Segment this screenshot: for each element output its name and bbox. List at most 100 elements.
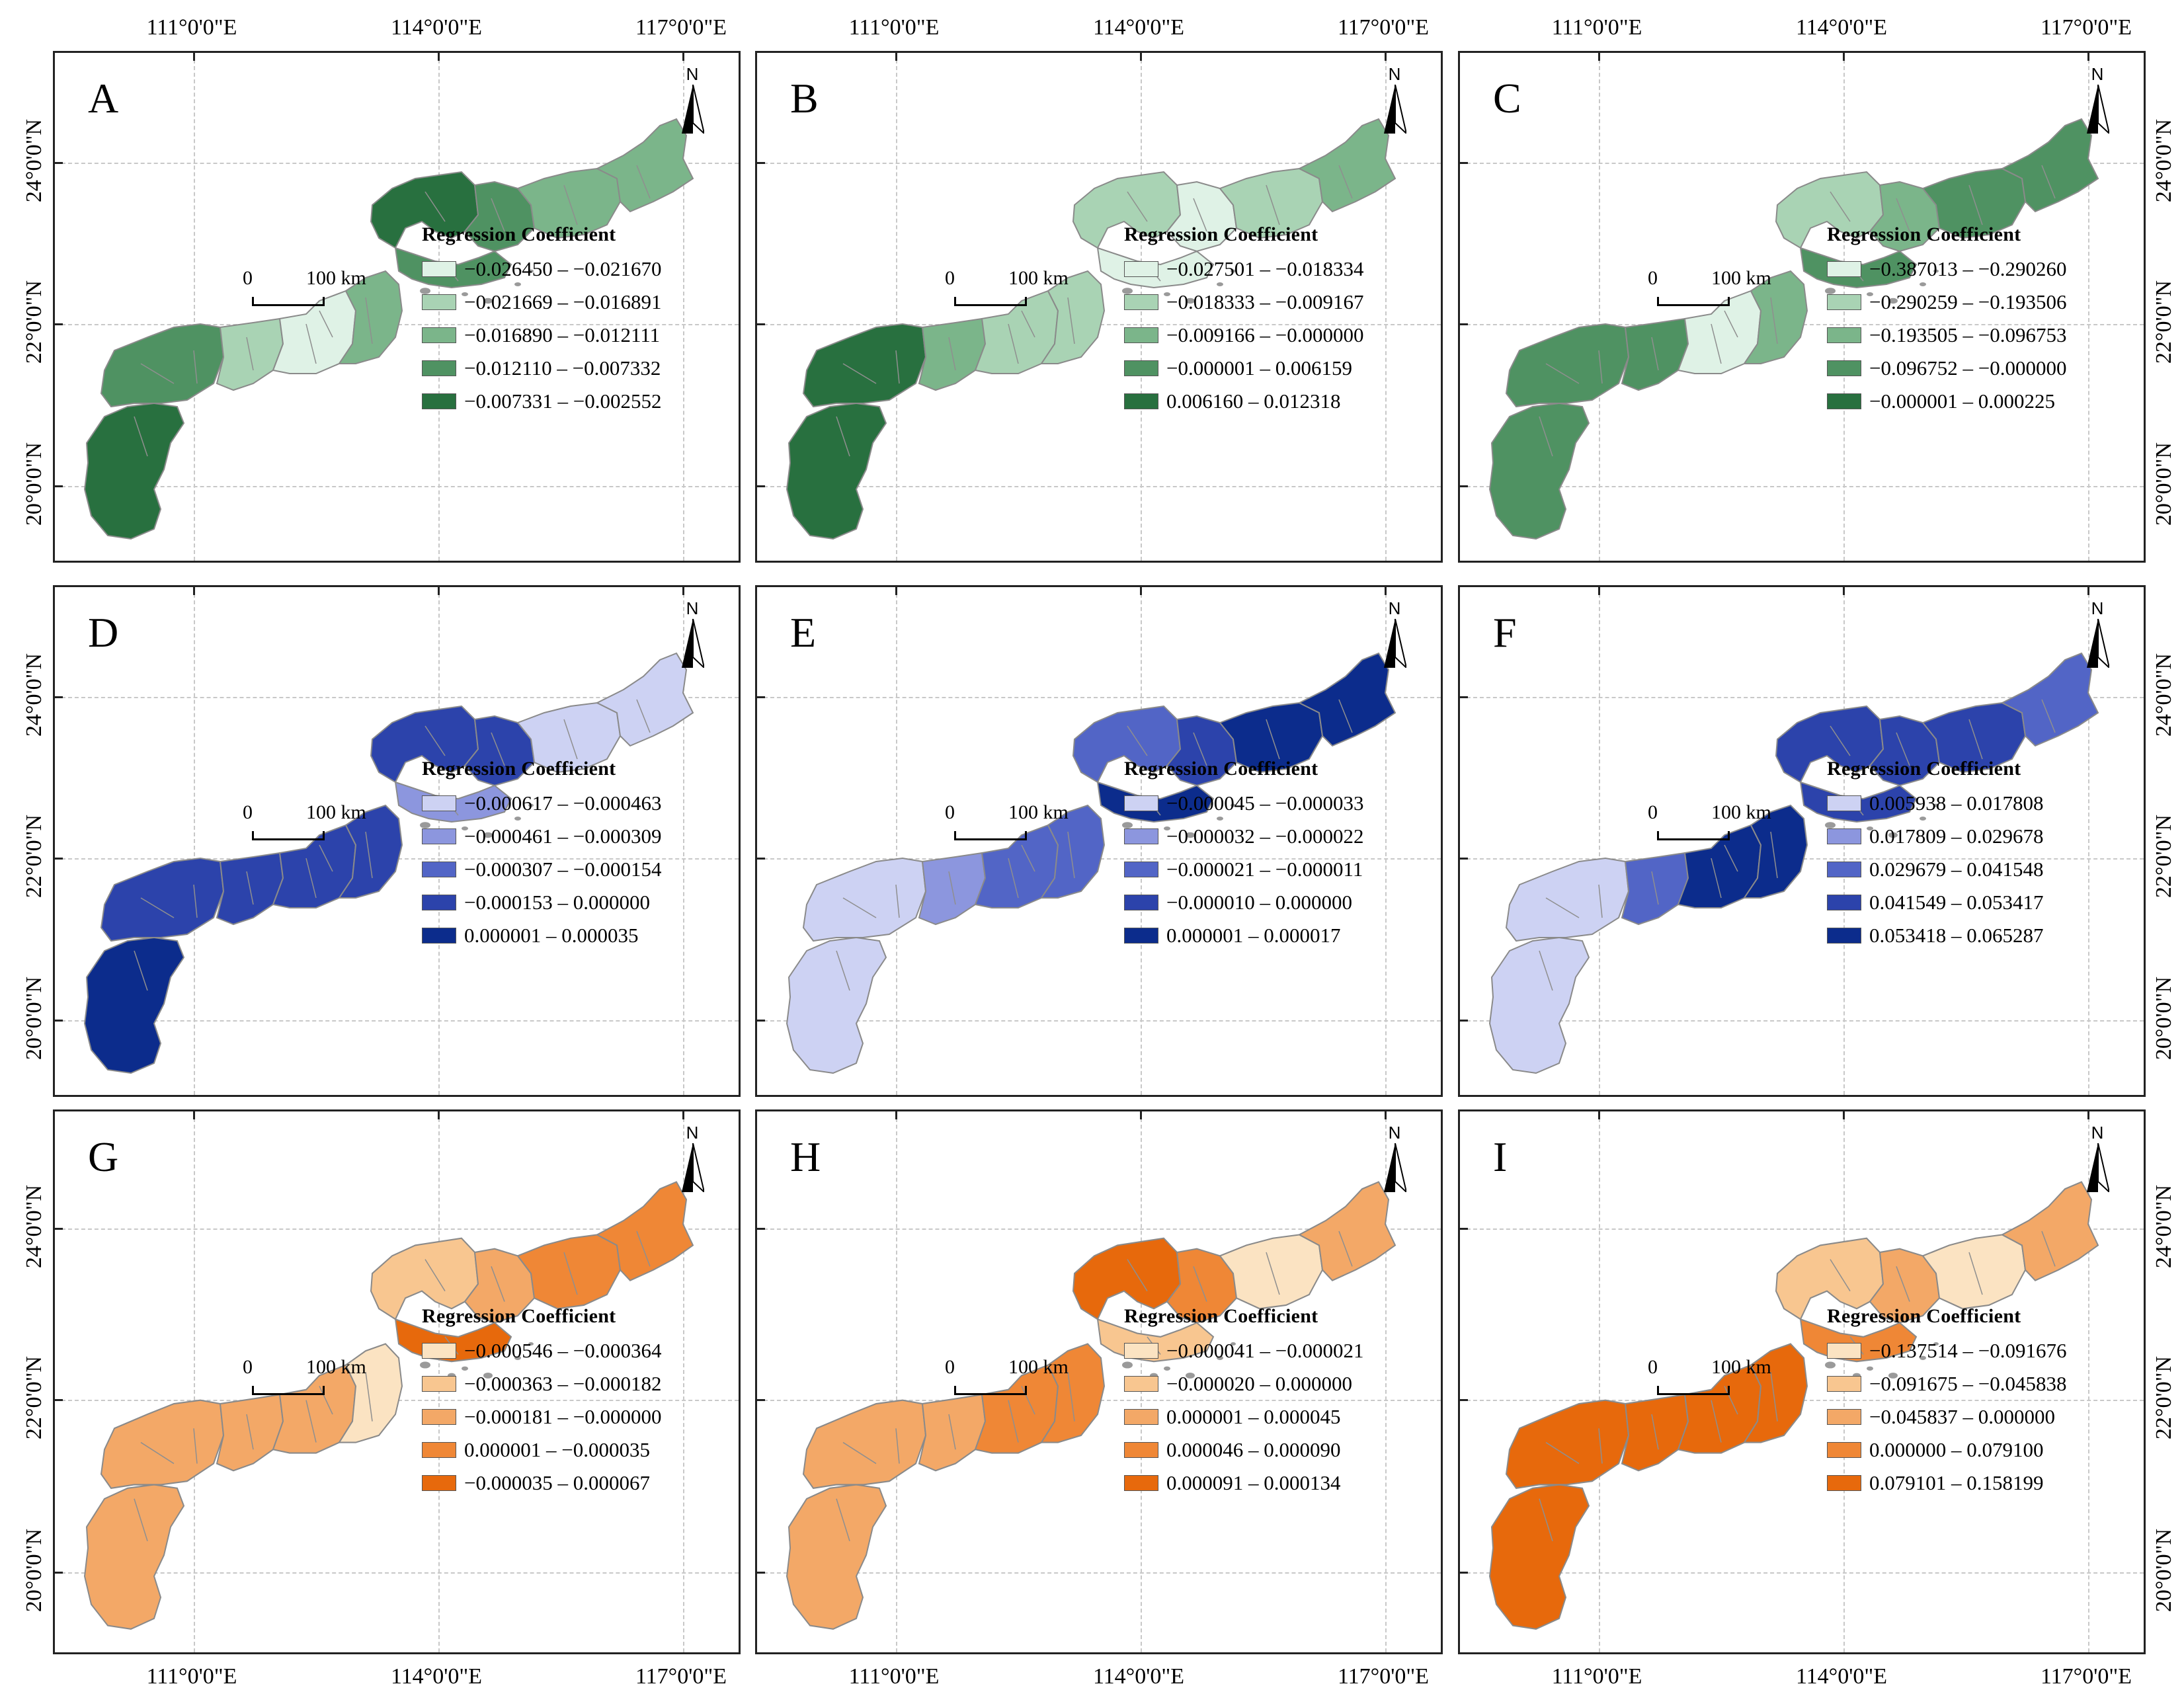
legend-label: −0.000021 – −0.000011 [1166, 858, 1363, 881]
latitude-tick [757, 1399, 765, 1401]
island [1825, 822, 1836, 828]
map-region [1743, 1343, 1808, 1443]
longitude-gridline [896, 53, 897, 561]
legend-swatch [1124, 1376, 1158, 1392]
legend-item: −0.096752 – −0.000000 [1827, 352, 2138, 385]
county-boundary [842, 1441, 877, 1465]
latitude-gridline [1460, 1228, 2144, 1230]
longitude-tick [193, 1111, 195, 1119]
longitude-gridline [896, 587, 897, 1095]
legend-item: −0.000010 – 0.000000 [1124, 886, 1435, 919]
county-boundary [1008, 1400, 1019, 1443]
legend-item: 0.079101 – 0.158199 [1827, 1467, 2138, 1500]
longitude-tick [1843, 587, 1845, 595]
latitude-gridline [757, 1572, 1441, 1574]
latitude-tick [757, 696, 765, 698]
panel-letter: D [88, 609, 119, 656]
latitude-label-right: 22°0'0"N [2152, 1355, 2176, 1440]
county-boundary [948, 337, 956, 371]
island [1888, 298, 1898, 304]
county-boundary [842, 897, 877, 918]
longitude-label-top: 111°0'0"E [1551, 15, 1642, 40]
longitude-label-bottom: 111°0'0"E [848, 1664, 940, 1689]
island [1217, 1355, 1223, 1360]
legend-title: Regression Coefficient [1827, 758, 2021, 780]
county-boundary [1711, 858, 1722, 899]
longitude-tick [1140, 1111, 1142, 1119]
legend-swatch [422, 1376, 456, 1392]
legend-label: −0.000035 – 0.000067 [464, 1471, 650, 1494]
scale-bar: 0 100 km [945, 802, 1081, 842]
longitude-gridline [1385, 53, 1387, 561]
legend-item: 0.006160 – 0.012318 [1124, 385, 1435, 418]
scale-distance-label: 100 km [306, 1356, 366, 1378]
legend-label: −0.000617 – −0.000463 [464, 791, 662, 815]
longitude-label-top: 117°0'0"E [1337, 15, 1430, 40]
latitude-label-left: 20°0'0"N [22, 442, 46, 526]
county-boundary [1830, 1259, 1851, 1292]
legend-swatch [1124, 1475, 1158, 1491]
county-boundary [1067, 297, 1075, 344]
legend-title: Regression Coefficient [1124, 758, 1318, 780]
longitude-gridline [683, 53, 684, 561]
choropleth-map [1488, 652, 2099, 1074]
legend-item: −0.026450 – −0.021670 [422, 253, 733, 286]
legend-label: 0.017809 – 0.029678 [1869, 825, 2044, 848]
panel-letter: A [88, 75, 119, 122]
legend-label: 0.079101 – 0.158199 [1869, 1471, 2044, 1494]
longitude-tick [2087, 53, 2089, 61]
north-label: N [1388, 1123, 1401, 1143]
legend-swatch [1827, 828, 1861, 844]
longitude-tick [1843, 53, 1845, 61]
latitude-tick [1460, 696, 1468, 698]
scale-distance-label: 100 km [1008, 267, 1069, 289]
county-boundary [1651, 1414, 1659, 1450]
island [420, 822, 430, 828]
scale-zero-label: 0 [1648, 1356, 1658, 1378]
map-region [1775, 705, 1884, 784]
legend-swatch [422, 393, 456, 409]
legend-swatch [1827, 360, 1861, 376]
county-boundary [1539, 950, 1553, 991]
island [1825, 288, 1836, 294]
legend-item: −0.000461 – −0.000309 [422, 820, 733, 853]
legend-swatch [1124, 928, 1158, 944]
scale-zero-label: 0 [243, 1356, 253, 1378]
county-boundary [305, 323, 317, 364]
legend-label: −0.027501 – −0.018334 [1166, 257, 1364, 280]
county-boundary [319, 1386, 333, 1415]
legend-item: −0.027501 – −0.018334 [1124, 253, 1435, 286]
longitude-tick [895, 1111, 897, 1119]
island [1122, 1361, 1133, 1369]
county-boundary [563, 184, 578, 225]
legend-item: −0.000546 – −0.000364 [422, 1334, 733, 1367]
legend-item: −0.009166 – −0.000000 [1124, 319, 1435, 352]
legend-swatch [422, 828, 456, 844]
map-region [100, 323, 225, 408]
latitude-tick [55, 1228, 63, 1230]
legend-swatch [422, 1409, 456, 1425]
island [1920, 817, 1926, 821]
county-boundary [948, 871, 956, 905]
legend-label: −0.000010 – 0.000000 [1166, 891, 1352, 914]
legend-swatch [1124, 862, 1158, 877]
county-boundary [836, 1498, 850, 1541]
island [514, 282, 521, 286]
scale-bar: 0 100 km [945, 267, 1081, 307]
legend-swatch [1827, 1376, 1861, 1392]
legend-title: Regression Coefficient [1124, 1305, 1318, 1327]
county-boundary [1338, 165, 1353, 199]
scale-bar: 0 100 km [243, 1356, 379, 1396]
longitude-gridline [2088, 1111, 2089, 1652]
longitude-tick [895, 53, 897, 61]
scale-distance-label: 100 km [1711, 801, 1771, 823]
latitude-tick [757, 485, 765, 487]
panel-letter: F [1493, 609, 1517, 656]
legend-label: −0.045837 – 0.000000 [1869, 1405, 2055, 1428]
island [514, 817, 521, 821]
map-region [1505, 1399, 1630, 1489]
county-boundary [1830, 191, 1851, 222]
latitude-tick [55, 1572, 63, 1574]
county-boundary [2041, 165, 2056, 199]
scale-zero-label: 0 [945, 267, 955, 289]
